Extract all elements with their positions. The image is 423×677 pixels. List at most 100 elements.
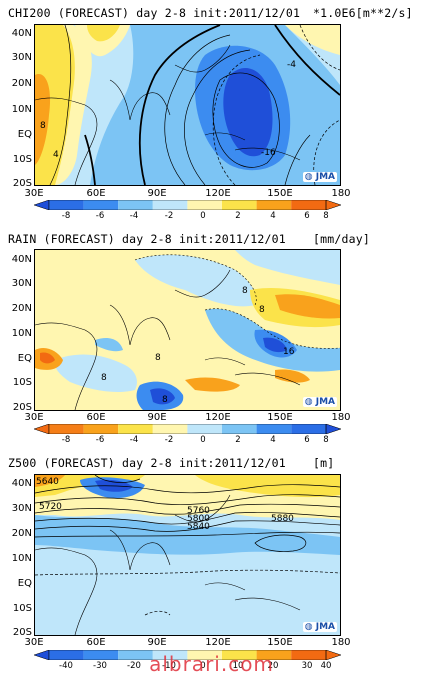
colorbar-tick: 4: [270, 211, 276, 221]
colorbar-tick: -2: [164, 211, 174, 221]
colorbar-tick: 6: [304, 211, 310, 221]
panel-title: Z500 (FORECAST) day 2-8 init:2011/12/01 …: [8, 456, 334, 470]
lat-label: 20S: [12, 627, 32, 638]
colorbar: [34, 650, 341, 660]
lat-label: 10N: [11, 553, 32, 564]
chi200-panel: CHI200 (FORECAST) day 2-8 init:2011/12/0…: [0, 0, 423, 225]
lon-label: 90E: [147, 188, 167, 199]
lon-label: 180: [331, 637, 351, 648]
contour-label: 8: [101, 373, 107, 383]
lon-label: 150E: [267, 188, 293, 199]
title-text: CHI200 (FORECAST) day 2-8 init:2011/12/0…: [8, 6, 301, 20]
lon-label: 120E: [205, 188, 231, 199]
panel-title: RAIN (FORECAST) day 2-8 init:2011/12/01 …: [8, 232, 370, 246]
lon-label: 150E: [267, 637, 293, 648]
unit-label: *1.0E6[m**2/s]: [313, 6, 413, 20]
lon-label: 30E: [24, 188, 44, 199]
colorbar-tick: -40: [59, 661, 73, 671]
colorbar-tick: 10: [232, 661, 244, 671]
rain-field: 8 8 8 16 8 8: [35, 250, 340, 410]
colorbar-tick: -6: [95, 211, 105, 221]
lon-label: 150E: [267, 412, 293, 423]
lon-label: 30E: [24, 412, 44, 423]
contour-label: 5880: [271, 514, 294, 524]
lat-label: 40N: [11, 28, 32, 39]
colorbar-tick: 0: [200, 435, 206, 445]
jma-logo-text: JMA: [315, 622, 335, 632]
lat-label: 20N: [11, 78, 32, 89]
rain-panel: RAIN (FORECAST) day 2-8 init:2011/12/01 …: [0, 225, 423, 450]
lat-label: 10S: [12, 154, 32, 165]
colorbar-tick: 0: [200, 661, 206, 671]
colorbar-tick: -6: [95, 435, 105, 445]
colorbar-tick: 0: [200, 211, 206, 221]
lat-label: 20S: [12, 178, 32, 189]
rain-map: 8 8 8 16 8 8 ◍ JMA: [34, 249, 341, 411]
lon-label: 180: [331, 412, 351, 423]
jma-logo-icon: ◍: [304, 397, 313, 407]
colorbar-tick: -4: [129, 435, 139, 445]
z500-map: 5640 5720 5760 5800 5840 5880 ◍ JMA: [34, 474, 341, 636]
colorbar-tick: -2: [164, 435, 174, 445]
lat-label: 30N: [11, 503, 32, 514]
lat-label: 10S: [12, 603, 32, 614]
lat-label: EQ: [17, 129, 32, 140]
colorbar-tick: 20: [267, 661, 279, 671]
colorbar-tick: -8: [61, 211, 71, 221]
lon-label: 60E: [86, 637, 106, 648]
jma-logo: ◍ JMA: [302, 397, 337, 407]
lat-label: 40N: [11, 254, 32, 265]
chi200-map: 8 4 -4 -16 ◍ JMA: [34, 24, 341, 186]
lat-label: 30N: [11, 278, 32, 289]
contour-label: 8: [242, 286, 248, 296]
lon-label: 180: [331, 188, 351, 199]
lon-label: 60E: [86, 412, 106, 423]
lat-label: 10S: [12, 377, 32, 388]
colorbar-tick: 40: [320, 661, 332, 671]
contour-label: 5760: [187, 506, 210, 516]
unit-label: [mm/day]: [313, 232, 370, 246]
contour-label: 16: [283, 347, 295, 357]
jma-logo-icon: ◍: [304, 622, 313, 632]
colorbar: [34, 424, 341, 434]
chi200-field: 8 4 -4 -16: [35, 25, 340, 185]
lon-label: 90E: [147, 412, 167, 423]
contour-label: 5720: [39, 502, 62, 512]
jma-logo-icon: ◍: [304, 172, 313, 182]
contour-label: 8: [40, 121, 46, 131]
lat-label: 10N: [11, 104, 32, 115]
contour-label: 5840: [187, 522, 210, 532]
jma-logo: ◍ JMA: [302, 172, 337, 182]
title-text: RAIN (FORECAST) day 2-8 init:2011/12/01: [8, 232, 286, 246]
colorbar-tick: 8: [323, 435, 329, 445]
jma-logo-text: JMA: [315, 172, 335, 182]
lat-label: 40N: [11, 478, 32, 489]
z500-panel: Z500 (FORECAST) day 2-8 init:2011/12/01 …: [0, 450, 423, 650]
watermark: albrari.com: [149, 652, 274, 676]
contour-label: 4: [53, 150, 59, 160]
lon-label: 120E: [205, 412, 231, 423]
lat-label: 30N: [11, 52, 32, 63]
contour-label: 8: [155, 353, 161, 363]
lon-label: 60E: [86, 188, 106, 199]
colorbar-tick: -4: [129, 211, 139, 221]
colorbar-tick: 8: [323, 211, 329, 221]
lon-label: 90E: [147, 637, 167, 648]
colorbar-tick: 6: [304, 435, 310, 445]
colorbar-tick: 4: [270, 435, 276, 445]
jma-logo-text: JMA: [315, 397, 335, 407]
colorbar: [34, 200, 341, 210]
contour-label: -4: [287, 60, 296, 70]
colorbar-tick: -10: [162, 661, 176, 671]
lat-label: 10N: [11, 328, 32, 339]
contour-label: -16: [261, 148, 276, 158]
colorbar-tick: -20: [127, 661, 141, 671]
colorbar-tick: 30: [301, 661, 313, 671]
lat-label: 20S: [12, 402, 32, 413]
title-text: Z500 (FORECAST) day 2-8 init:2011/12/01: [8, 456, 286, 470]
colorbar-tick: -8: [61, 435, 71, 445]
lat-label: 20N: [11, 528, 32, 539]
lat-label: EQ: [17, 353, 32, 364]
contour-label: 5640: [36, 477, 59, 487]
contour-label: 5800: [187, 514, 210, 524]
